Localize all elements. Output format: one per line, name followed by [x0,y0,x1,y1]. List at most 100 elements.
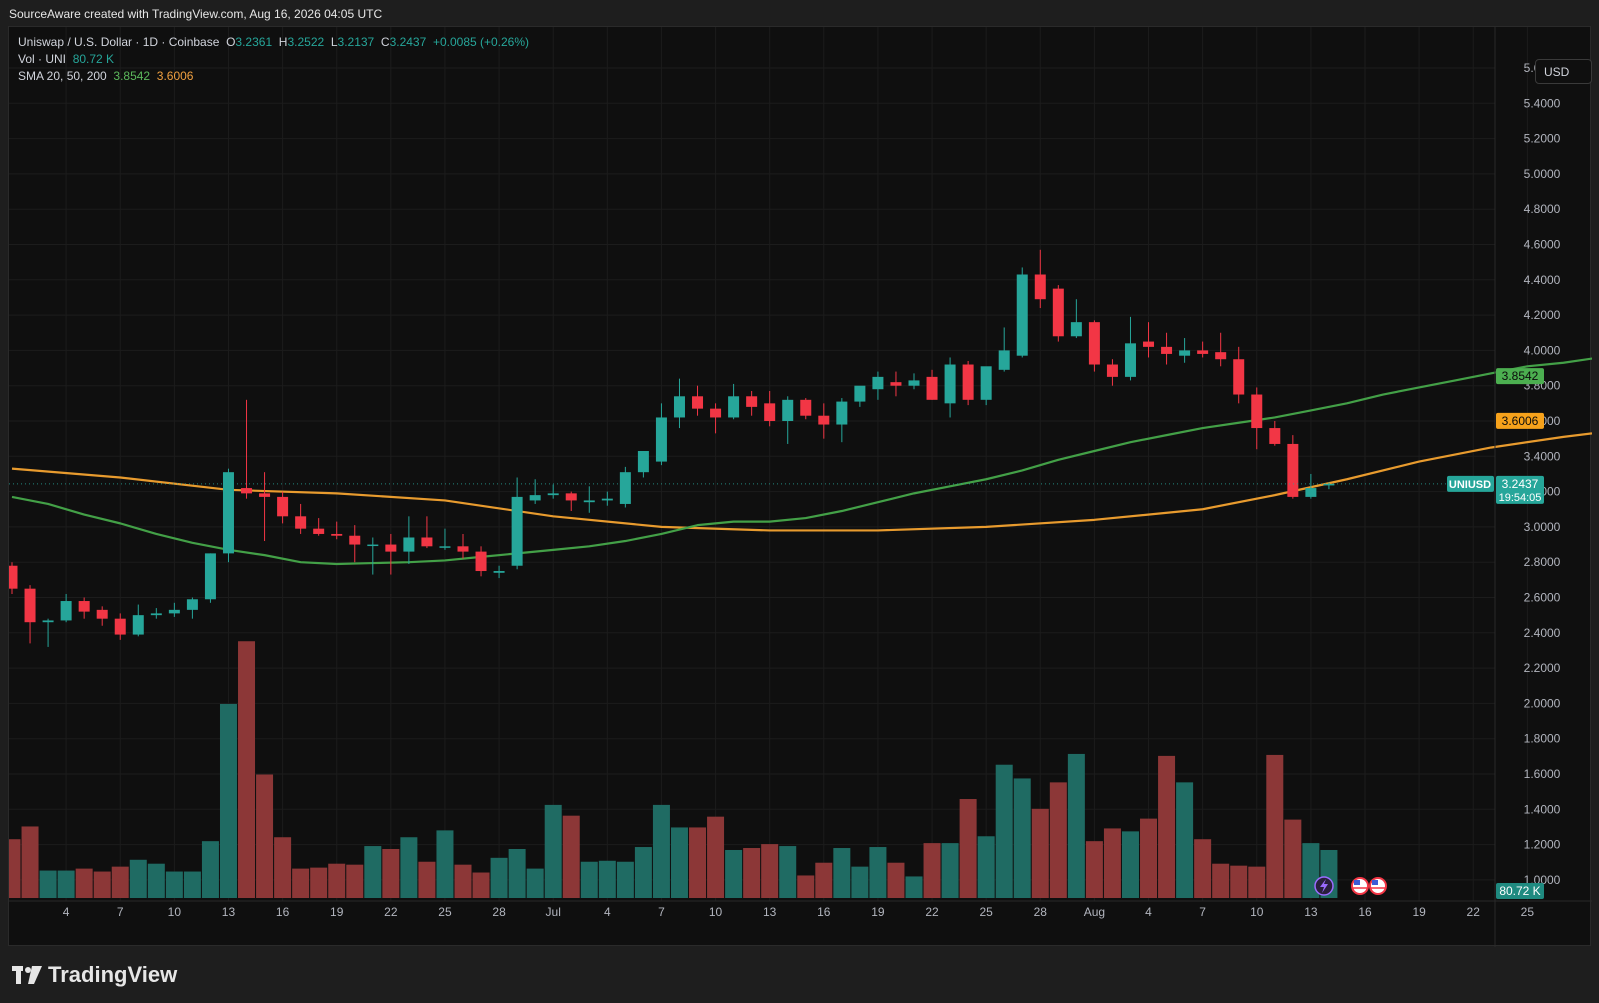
time-tick-label-2: 10 [168,905,182,919]
volume-bar-2 [39,870,57,898]
volume-bar-9 [165,871,183,898]
price-tick-label-4: 4.8000 [1524,202,1561,216]
candle-body-34 [619,472,631,504]
candle-body-52 [944,364,956,404]
sma-20-line [11,357,1592,566]
volume-bar-8 [147,863,165,898]
candle-body-57 [1034,274,1046,300]
price-tick-label-18: 2.0000 [1524,696,1561,710]
candle-22 [403,516,415,564]
candle-0 [9,562,18,594]
candle-body-37 [673,396,685,418]
price-tick-label-6: 4.4000 [1524,273,1561,287]
volume-tag-box [1496,883,1544,899]
candle-31 [565,491,577,512]
candle-35 [637,451,649,478]
candle-27 [493,565,505,579]
low-value: 3.2137 [337,35,375,49]
volume-bar-13 [238,641,256,898]
open-value: 3.2361 [235,35,273,49]
candle-body-73 [1323,483,1335,486]
volume-bar-50 [905,876,923,898]
time-tick-label-18: 28 [1034,905,1048,919]
symbol-legend-row[interactable]: Uniswap / U.S. Dollar · 1D · Coinbase O3… [18,34,529,51]
volume-bar-46 [833,848,851,898]
candle-body-63 [1143,341,1155,347]
sma-50-value: 3.6006 [156,69,194,83]
sma-20-value: 3.8542 [113,69,151,83]
volume-bar-48 [869,847,887,898]
candle-body-14 [259,493,271,497]
price-tag-box-0 [1496,368,1544,385]
volume-bar-65 [1176,782,1194,898]
candle-body-24 [439,546,451,548]
candle-48 [872,371,884,400]
candle-53 [962,360,974,406]
candle-body-32 [583,500,595,503]
tradingview-logo-icon [12,966,42,984]
sma-legend-row[interactable]: SMA 20, 50, 200 3.8542 3.6006 [18,68,529,85]
candle-15 [277,491,289,524]
price-tick-label-1: 5.4000 [1524,96,1561,110]
currency-selector[interactable]: USD [1535,59,1592,84]
candle-58 [1052,285,1064,342]
volume-bar-11 [201,841,219,898]
candle-body-55 [998,350,1010,370]
price-chart[interactable]: 5.60005.40005.20005.00004.80004.60004.40… [9,27,1592,947]
candle-body-2 [42,620,54,623]
candle-42 [764,390,776,427]
volume-bar-29 [526,868,544,898]
candle-body-67 [1215,352,1227,360]
brand-name: TradingView [48,962,178,987]
volume-bar-59 [1067,753,1085,898]
lightning-event-icon[interactable] [1314,876,1334,896]
candle-43 [782,396,794,444]
volume-bar-6 [111,866,129,898]
candle-body-45 [818,415,830,425]
volume-bar-67 [1212,863,1230,898]
candle-body-33 [601,498,613,501]
price-tick-label-3: 5.0000 [1524,167,1561,181]
high-value: 3.2522 [287,35,325,49]
candle-body-54 [980,366,992,400]
candle-body-29 [529,495,541,501]
high-label: H [278,35,288,49]
volume-bar-47 [851,866,869,898]
candle-10 [186,597,198,619]
volume-bar-19 [346,864,364,898]
price-tick-label-16: 2.4000 [1524,626,1561,640]
symbol-title: Uniswap / U.S. Dollar · 1D · Coinbase [18,35,220,49]
us-flag-event-icon[interactable] [1351,877,1369,895]
candle-body-23 [421,537,433,547]
price-tick-label-2: 5.2000 [1524,132,1561,146]
candle-60 [1088,320,1100,372]
candle-68 [1233,346,1245,404]
us-flag-event-icon-2[interactable] [1369,877,1387,895]
volume-bar-1 [21,826,39,898]
time-tick-label-19: Aug [1084,905,1105,919]
candle-body-9 [168,609,180,614]
candle-61 [1106,359,1118,386]
candle-55 [998,327,1010,372]
candle-32 [583,486,595,513]
volume-bar-45 [815,862,833,898]
chart-pane[interactable]: 5.60005.40005.20005.00004.80004.60004.40… [8,26,1592,947]
candle-50 [908,373,920,390]
volume-bar-35 [634,847,652,898]
candle-body-58 [1052,288,1064,337]
event-icons [1314,876,1387,896]
brand-logo[interactable]: TradingView [12,962,177,988]
volume-bar-27 [490,857,508,898]
volume-legend-row[interactable]: Vol · UNI 80.72 K [18,51,529,68]
time-tick-label-17: 25 [979,905,993,919]
candle-62 [1124,316,1136,381]
volume-bar-20 [364,846,382,898]
candle-body-41 [746,396,758,407]
time-tick-label-4: 16 [276,905,290,919]
candle-body-61 [1106,364,1118,377]
candle-body-47 [854,385,866,402]
candle-67 [1215,332,1227,367]
time-tick-label-25: 19 [1412,905,1426,919]
volume-bar-30 [544,804,562,898]
